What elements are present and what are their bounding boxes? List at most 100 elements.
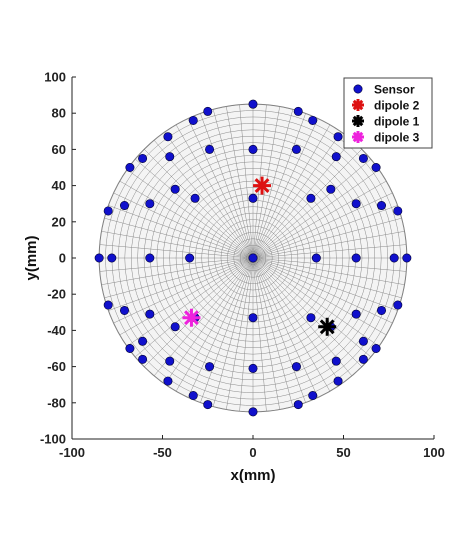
- mesh-spoke: [226, 106, 254, 259]
- mesh-spoke: [252, 257, 353, 377]
- sensor-point: [205, 144, 215, 154]
- asterisk-stroke: [254, 178, 270, 194]
- x-tick-label: -100: [59, 445, 85, 460]
- mesh-spoke: [252, 131, 342, 259]
- sensor-point: [138, 354, 148, 364]
- sensor-point: [170, 184, 180, 194]
- sensor-point: [393, 300, 403, 310]
- x-axis-label: x(mm): [230, 467, 275, 484]
- x-tick-label: 50: [336, 445, 350, 460]
- mesh-spoke: [175, 124, 254, 259]
- sensor-point: [291, 144, 301, 154]
- sensor-point: [371, 343, 381, 353]
- sensor-point: [248, 363, 258, 373]
- sensor-point: [248, 313, 258, 323]
- mesh-spoke: [226, 257, 254, 410]
- sensor-point: [125, 163, 135, 173]
- mesh-spoke: [153, 257, 254, 377]
- mesh-spoke: [239, 104, 254, 259]
- legend-label-sensor: Sensor: [374, 83, 415, 97]
- mesh-spoke: [212, 257, 254, 407]
- dipole-1-marker: [318, 317, 337, 336]
- sensor-point: [138, 153, 148, 163]
- sensor-point: [351, 253, 361, 263]
- sensor-point: [389, 253, 399, 263]
- mesh-spoke: [175, 257, 254, 392]
- sensor-point: [358, 354, 368, 364]
- sensor-point: [145, 309, 155, 319]
- sensor-point: [377, 305, 387, 315]
- y-tick-label: 80: [52, 106, 66, 121]
- mesh-spoke: [119, 180, 254, 259]
- sensor-point: [371, 163, 381, 173]
- mesh-spoke: [187, 257, 254, 398]
- mesh-spoke: [252, 257, 280, 410]
- sensor-point: [203, 400, 213, 410]
- mesh-spoke: [144, 149, 254, 259]
- mesh-spoke: [252, 257, 319, 398]
- legend-label-dipole-1: dipole 1: [374, 115, 420, 129]
- sensor-point: [205, 362, 215, 372]
- sensor-point: [188, 391, 198, 401]
- mesh-spoke: [252, 257, 398, 311]
- mesh-spoke: [252, 257, 402, 299]
- sensor-point: [351, 309, 361, 319]
- sensor-point: [293, 106, 303, 116]
- sensor-point: [331, 152, 341, 162]
- y-tick-label: -60: [47, 359, 66, 374]
- mesh-spoke: [252, 257, 342, 385]
- x-tick-label: 100: [423, 445, 445, 460]
- mesh-spoke: [134, 158, 254, 259]
- mesh-spoke: [252, 180, 387, 259]
- sensor-point: [377, 201, 387, 211]
- mesh-spoke: [252, 257, 294, 407]
- sensor-point: [308, 115, 318, 125]
- mesh-spoke: [239, 257, 254, 412]
- sensor-point: [333, 132, 343, 142]
- sensor-point: [103, 206, 113, 216]
- legend-swatch-dipole-1: [352, 115, 364, 127]
- y-tick-label: -40: [47, 323, 66, 338]
- sensor-point: [185, 253, 195, 263]
- mesh-spoke: [252, 118, 319, 259]
- legend: Sensor dipole 2 dipole 1 dipole 3: [343, 77, 433, 149]
- sensor-point: [306, 193, 316, 203]
- mesh-spoke: [252, 109, 294, 259]
- legend-swatch-dipole-3: [352, 131, 364, 143]
- legend-label-dipole-3: dipole 3: [374, 131, 420, 145]
- sensor-point: [248, 407, 258, 417]
- sensor-point: [333, 376, 343, 386]
- mesh-spoke: [126, 169, 254, 259]
- mesh-spoke: [164, 257, 254, 385]
- sensor-point: [125, 343, 135, 353]
- sensor-point: [103, 300, 113, 310]
- data-points: [94, 99, 412, 417]
- mesh-spoke: [252, 158, 372, 259]
- mesh-spoke: [252, 205, 398, 259]
- sensor-point: [107, 253, 117, 263]
- sensor-point: [248, 144, 258, 154]
- sensor-point: [188, 115, 198, 125]
- asterisk-stroke: [352, 131, 364, 143]
- sensor-point: [311, 253, 321, 263]
- sensor-point: [326, 184, 336, 194]
- mesh-spoke: [252, 257, 405, 285]
- mesh-spoke: [252, 257, 372, 358]
- mesh-spoke: [252, 217, 402, 259]
- mesh-spoke: [212, 109, 254, 259]
- asterisk-stroke: [352, 115, 364, 127]
- mesh-spoke: [108, 205, 254, 259]
- mesh-spoke: [252, 149, 362, 259]
- y-tick-label: 60: [52, 142, 66, 157]
- mesh-spoke: [113, 257, 254, 324]
- sensor-point: [165, 152, 175, 162]
- sensor-point: [163, 376, 173, 386]
- sensor-point: [94, 253, 104, 263]
- mesh-spoke: [113, 192, 254, 259]
- mesh-spoke: [252, 113, 306, 259]
- mesh-spoke: [99, 257, 254, 272]
- mesh-spoke: [104, 217, 254, 259]
- legend-label-dipole-2: dipole 2: [374, 99, 420, 113]
